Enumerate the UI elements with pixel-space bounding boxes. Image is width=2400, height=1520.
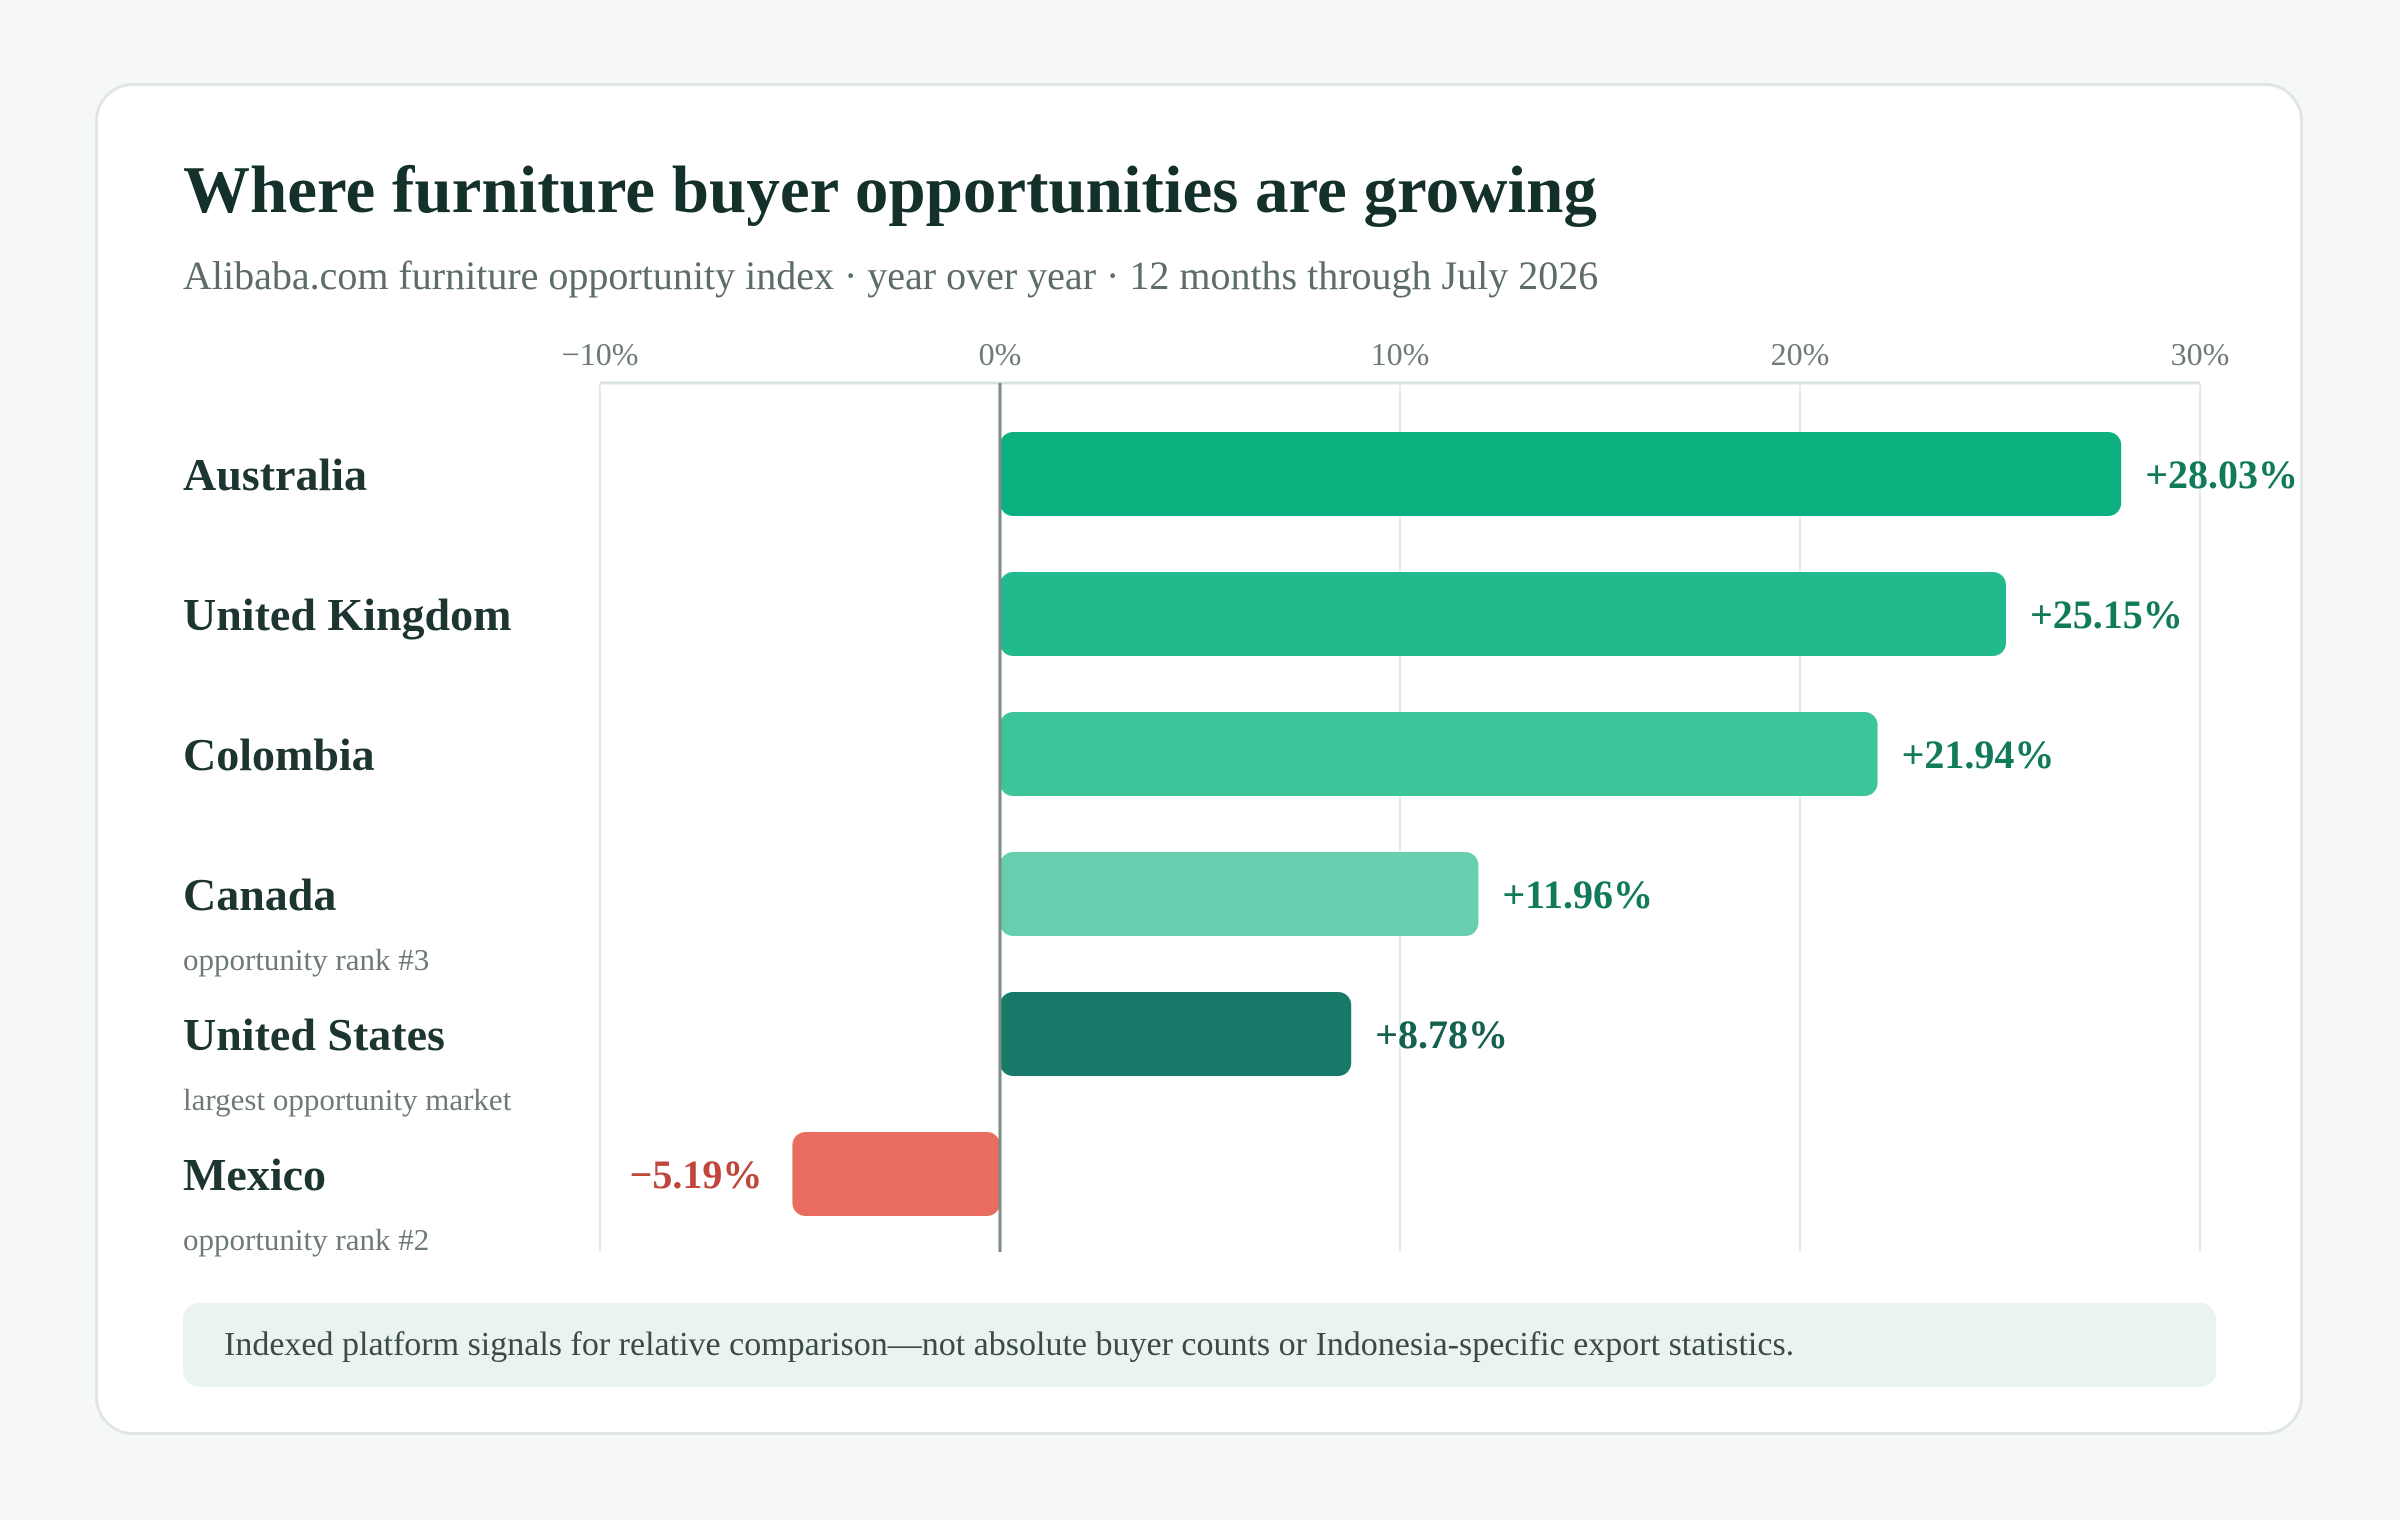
- x-tick-label: 30%: [2171, 336, 2230, 372]
- bar: [792, 1132, 1000, 1216]
- chart-title: Where furniture buyer opportunities are …: [183, 153, 1597, 227]
- value-label: +21.94%: [1902, 732, 2055, 777]
- category-note: largest opportunity market: [183, 1082, 512, 1117]
- category-label: United Kingdom: [183, 589, 511, 640]
- category-note: opportunity rank #3: [183, 942, 429, 977]
- footnote-box: Indexed platform signals for relative co…: [183, 1303, 2216, 1387]
- bar: [1000, 992, 1352, 1076]
- category-label: Canada: [183, 869, 336, 920]
- x-tick-label: 10%: [1371, 336, 1430, 372]
- category-label: Australia: [183, 449, 367, 500]
- category-label: Mexico: [183, 1149, 326, 1200]
- chart-subtitle: Alibaba.com furniture opportunity index …: [183, 253, 1599, 298]
- value-label: +11.96%: [1502, 872, 1653, 917]
- x-tick-label: 20%: [1771, 336, 1830, 372]
- category-label: Colombia: [183, 729, 375, 780]
- bar: [1000, 432, 2122, 516]
- x-tick-label: 0%: [979, 336, 1022, 372]
- bar: [1000, 712, 1878, 796]
- bar: [1000, 572, 2006, 656]
- value-label: −5.19%: [630, 1152, 763, 1197]
- value-label: +28.03%: [2145, 452, 2298, 497]
- value-label: +25.15%: [2030, 592, 2183, 637]
- x-tick-label: −10%: [562, 336, 639, 372]
- footnote-text: Indexed platform signals for relative co…: [224, 1326, 1795, 1363]
- category-note: opportunity rank #2: [183, 1222, 429, 1257]
- value-label: +8.78%: [1375, 1012, 1508, 1057]
- category-label: United States: [183, 1009, 445, 1060]
- bar: [1000, 852, 1479, 936]
